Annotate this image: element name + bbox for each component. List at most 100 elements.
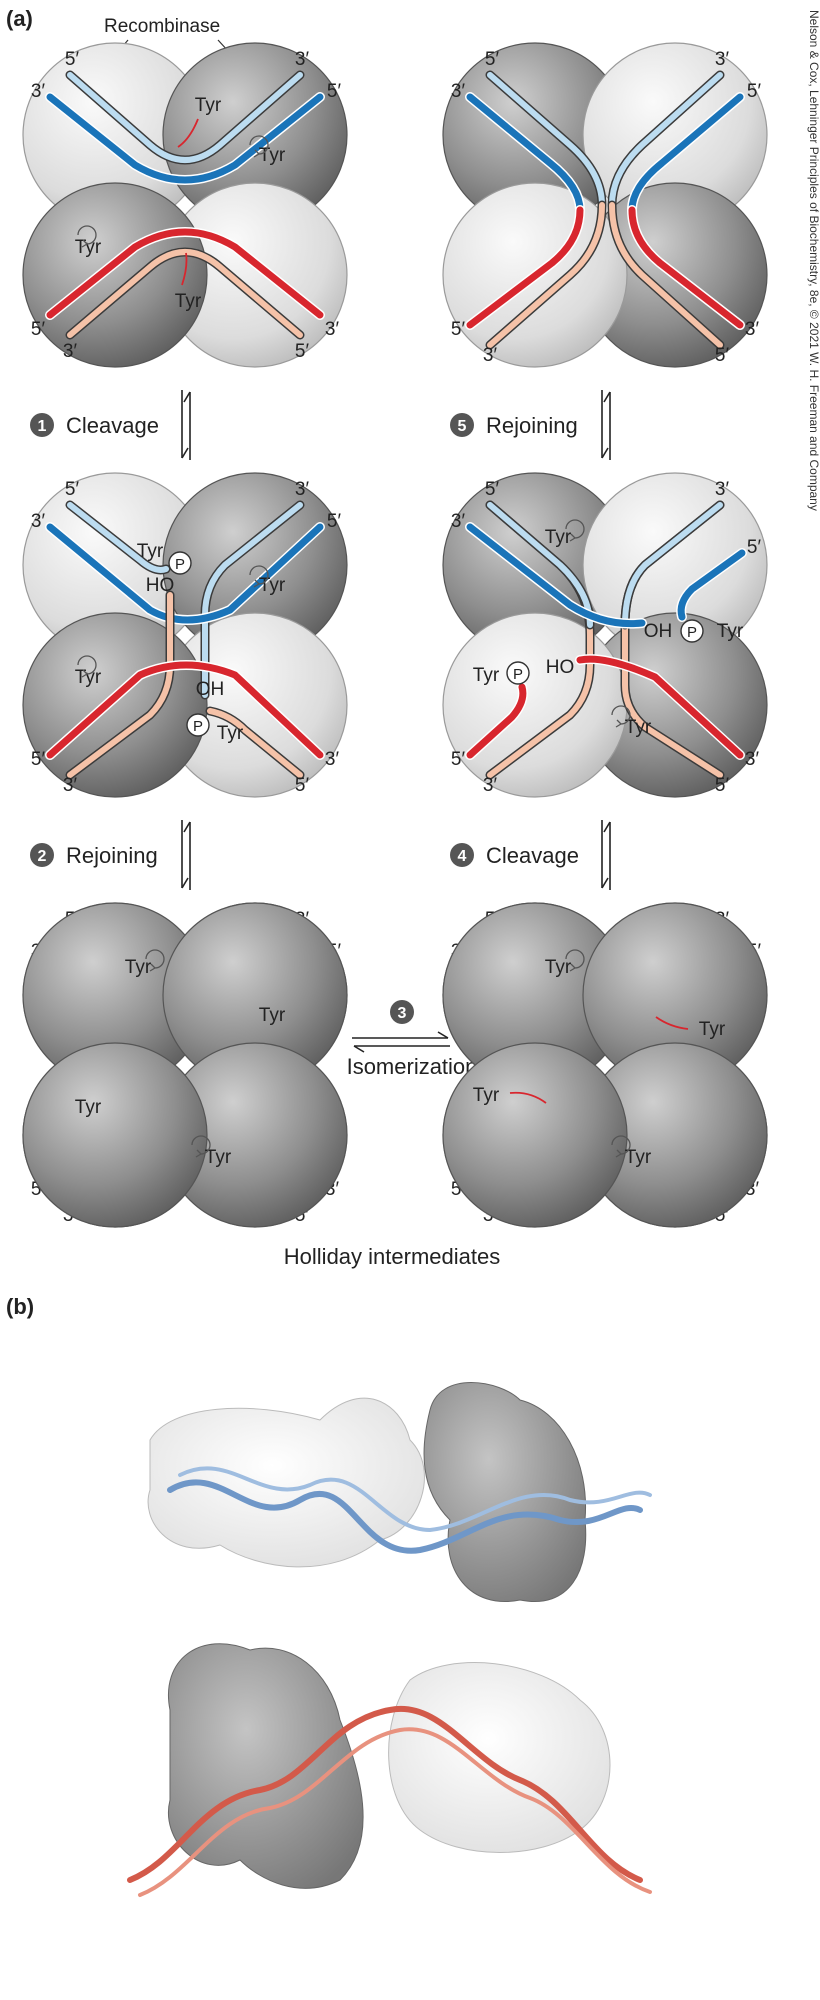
step-2-number: 2 bbox=[38, 848, 47, 865]
tyr-label: Tyr bbox=[259, 575, 286, 596]
tyr-curl-icon bbox=[565, 519, 585, 539]
tyr-label: Tyr bbox=[625, 717, 652, 738]
strand-dark bbox=[46, 228, 324, 319]
phosphate-label: P bbox=[687, 624, 697, 641]
red-arrow-icon bbox=[177, 118, 199, 148]
end-label: 5′ bbox=[295, 775, 310, 796]
equilibrium-arrow bbox=[181, 820, 191, 890]
complex-initial: 5′ 3′ 3′ 5′ 5′ 3′ 3′ 5′ Tyr Tyr Tyr Tyr bbox=[22, 42, 348, 368]
crystal-structure bbox=[127, 1382, 652, 1897]
strand-dark bbox=[628, 206, 744, 329]
tyr-curl-icon bbox=[249, 135, 269, 155]
dna-backbone-red bbox=[127, 1705, 643, 1883]
recombinase-subunit bbox=[22, 612, 208, 798]
end-label: 3′ bbox=[451, 511, 466, 532]
complex-after-cleavage: P Tyr P Tyr HO OH Tyr Tyr 5′ 3′ 3′ 5′ 5′ 3′ 3′ 5′ bbox=[22, 472, 348, 798]
end-label: 5′ bbox=[65, 479, 80, 500]
tyr-label: Tyr bbox=[217, 723, 244, 744]
tyr-label: Tyr bbox=[75, 237, 102, 258]
end-label: 3′ bbox=[31, 511, 46, 532]
strand-light bbox=[67, 72, 303, 163]
complex-recombinant: 5′ 3′ 3′ 5′ 5′ 3′ 3′ 5′ bbox=[442, 42, 768, 368]
red-arrow-icon bbox=[181, 252, 188, 286]
tyr-curl-icon bbox=[615, 1149, 622, 1158]
step-5: 5 Rejoining bbox=[450, 390, 611, 460]
tyr-label: Tyr bbox=[259, 1005, 286, 1026]
phosphate-icon bbox=[186, 713, 210, 737]
tyr-curl-icon bbox=[249, 565, 269, 585]
recombinase-subunit bbox=[442, 612, 628, 798]
oh-label: OH bbox=[644, 621, 673, 642]
tyr-curl-icon bbox=[145, 949, 165, 969]
tyr-label: Tyr bbox=[75, 1097, 102, 1118]
end-label: 5′ bbox=[715, 345, 730, 366]
tyr-label: Tyr bbox=[545, 527, 572, 548]
strand-dark bbox=[46, 523, 324, 624]
tyr-curl-icon bbox=[611, 1135, 631, 1155]
end-label: 3′ bbox=[483, 775, 498, 796]
panel-a-label: (a) bbox=[6, 6, 33, 31]
end-label: 5′ bbox=[65, 49, 80, 70]
step-1: 1 Cleavage bbox=[30, 390, 191, 460]
tyr-label: Tyr bbox=[205, 1147, 232, 1168]
strand-light bbox=[609, 72, 723, 208]
step-1-number: 1 bbox=[38, 418, 47, 435]
tyr-curl-icon bbox=[565, 949, 585, 969]
tyr-curl-icon bbox=[615, 719, 622, 728]
tyr-curl-icon bbox=[81, 239, 88, 248]
tyr-curl-icon bbox=[77, 655, 97, 675]
panel-b-label: (b) bbox=[6, 1294, 34, 1319]
equilibrium-arrow bbox=[601, 820, 611, 890]
phosphate-label: P bbox=[513, 666, 523, 683]
tyr-curl-icon bbox=[569, 533, 576, 542]
end-label: 5′ bbox=[451, 749, 466, 770]
step-4: 4 Cleavage bbox=[450, 820, 611, 890]
end-label: 5′ bbox=[31, 319, 46, 340]
tyr-curl-icon bbox=[191, 1135, 211, 1155]
tyr-label: Tyr bbox=[137, 541, 164, 562]
recombinase-label: Recombinase bbox=[104, 16, 220, 37]
end-label: 5′ bbox=[327, 511, 342, 532]
ho-label: HO bbox=[546, 657, 575, 678]
tyr-curl-icon bbox=[81, 669, 88, 678]
strand-light bbox=[487, 72, 605, 208]
step-2: 2 Rejoining bbox=[30, 820, 191, 890]
end-label: 5′ bbox=[451, 319, 466, 340]
end-label: 3′ bbox=[295, 479, 310, 500]
recombinase-subunit bbox=[442, 1042, 628, 1228]
end-label: 5′ bbox=[747, 81, 762, 102]
step-5-label: Rejoining bbox=[486, 413, 578, 438]
end-label: 5′ bbox=[715, 775, 730, 796]
protein-surface-gray bbox=[423, 1382, 587, 1602]
step-1-label: Cleavage bbox=[66, 413, 159, 438]
strand-dark bbox=[46, 661, 324, 759]
red-arrow-icon bbox=[655, 1016, 689, 1030]
phosphate-label: P bbox=[193, 718, 203, 735]
tyr-curl-icon bbox=[195, 1149, 202, 1158]
step-3: 3 Isomerization bbox=[347, 1000, 477, 1079]
phosphate-icon bbox=[506, 661, 530, 685]
red-arrow-icon bbox=[509, 1091, 547, 1104]
dna-backbone-red bbox=[138, 1727, 652, 1897]
phosphate-icon bbox=[680, 619, 704, 643]
strand-dark bbox=[466, 523, 646, 628]
strand-light bbox=[67, 502, 169, 573]
strand-dark bbox=[466, 683, 527, 759]
dna-backbone-blue bbox=[167, 1479, 643, 1554]
complex-after-second-cleavage: P Tyr P Tyr OH HO Tyr Tyr 5′ 3′ 3′ 5′ 5′ 3′ 3′ 5′ bbox=[442, 472, 768, 798]
tyr-label: Tyr bbox=[545, 957, 572, 978]
end-label: 3′ bbox=[31, 81, 46, 102]
step-3-number: 3 bbox=[398, 1005, 407, 1022]
tyr-curl-icon bbox=[253, 579, 260, 588]
strand-dark bbox=[46, 93, 324, 184]
equilibrium-arrow bbox=[601, 390, 611, 460]
phosphate-label: P bbox=[175, 556, 185, 573]
recombinase-subunit bbox=[22, 1042, 208, 1228]
tyr-label: Tyr bbox=[625, 1147, 652, 1168]
ho-label: HO bbox=[146, 575, 175, 596]
end-label: 3′ bbox=[295, 49, 310, 70]
end-label: 3′ bbox=[63, 775, 78, 796]
tyr-label: Tyr bbox=[699, 1019, 726, 1040]
